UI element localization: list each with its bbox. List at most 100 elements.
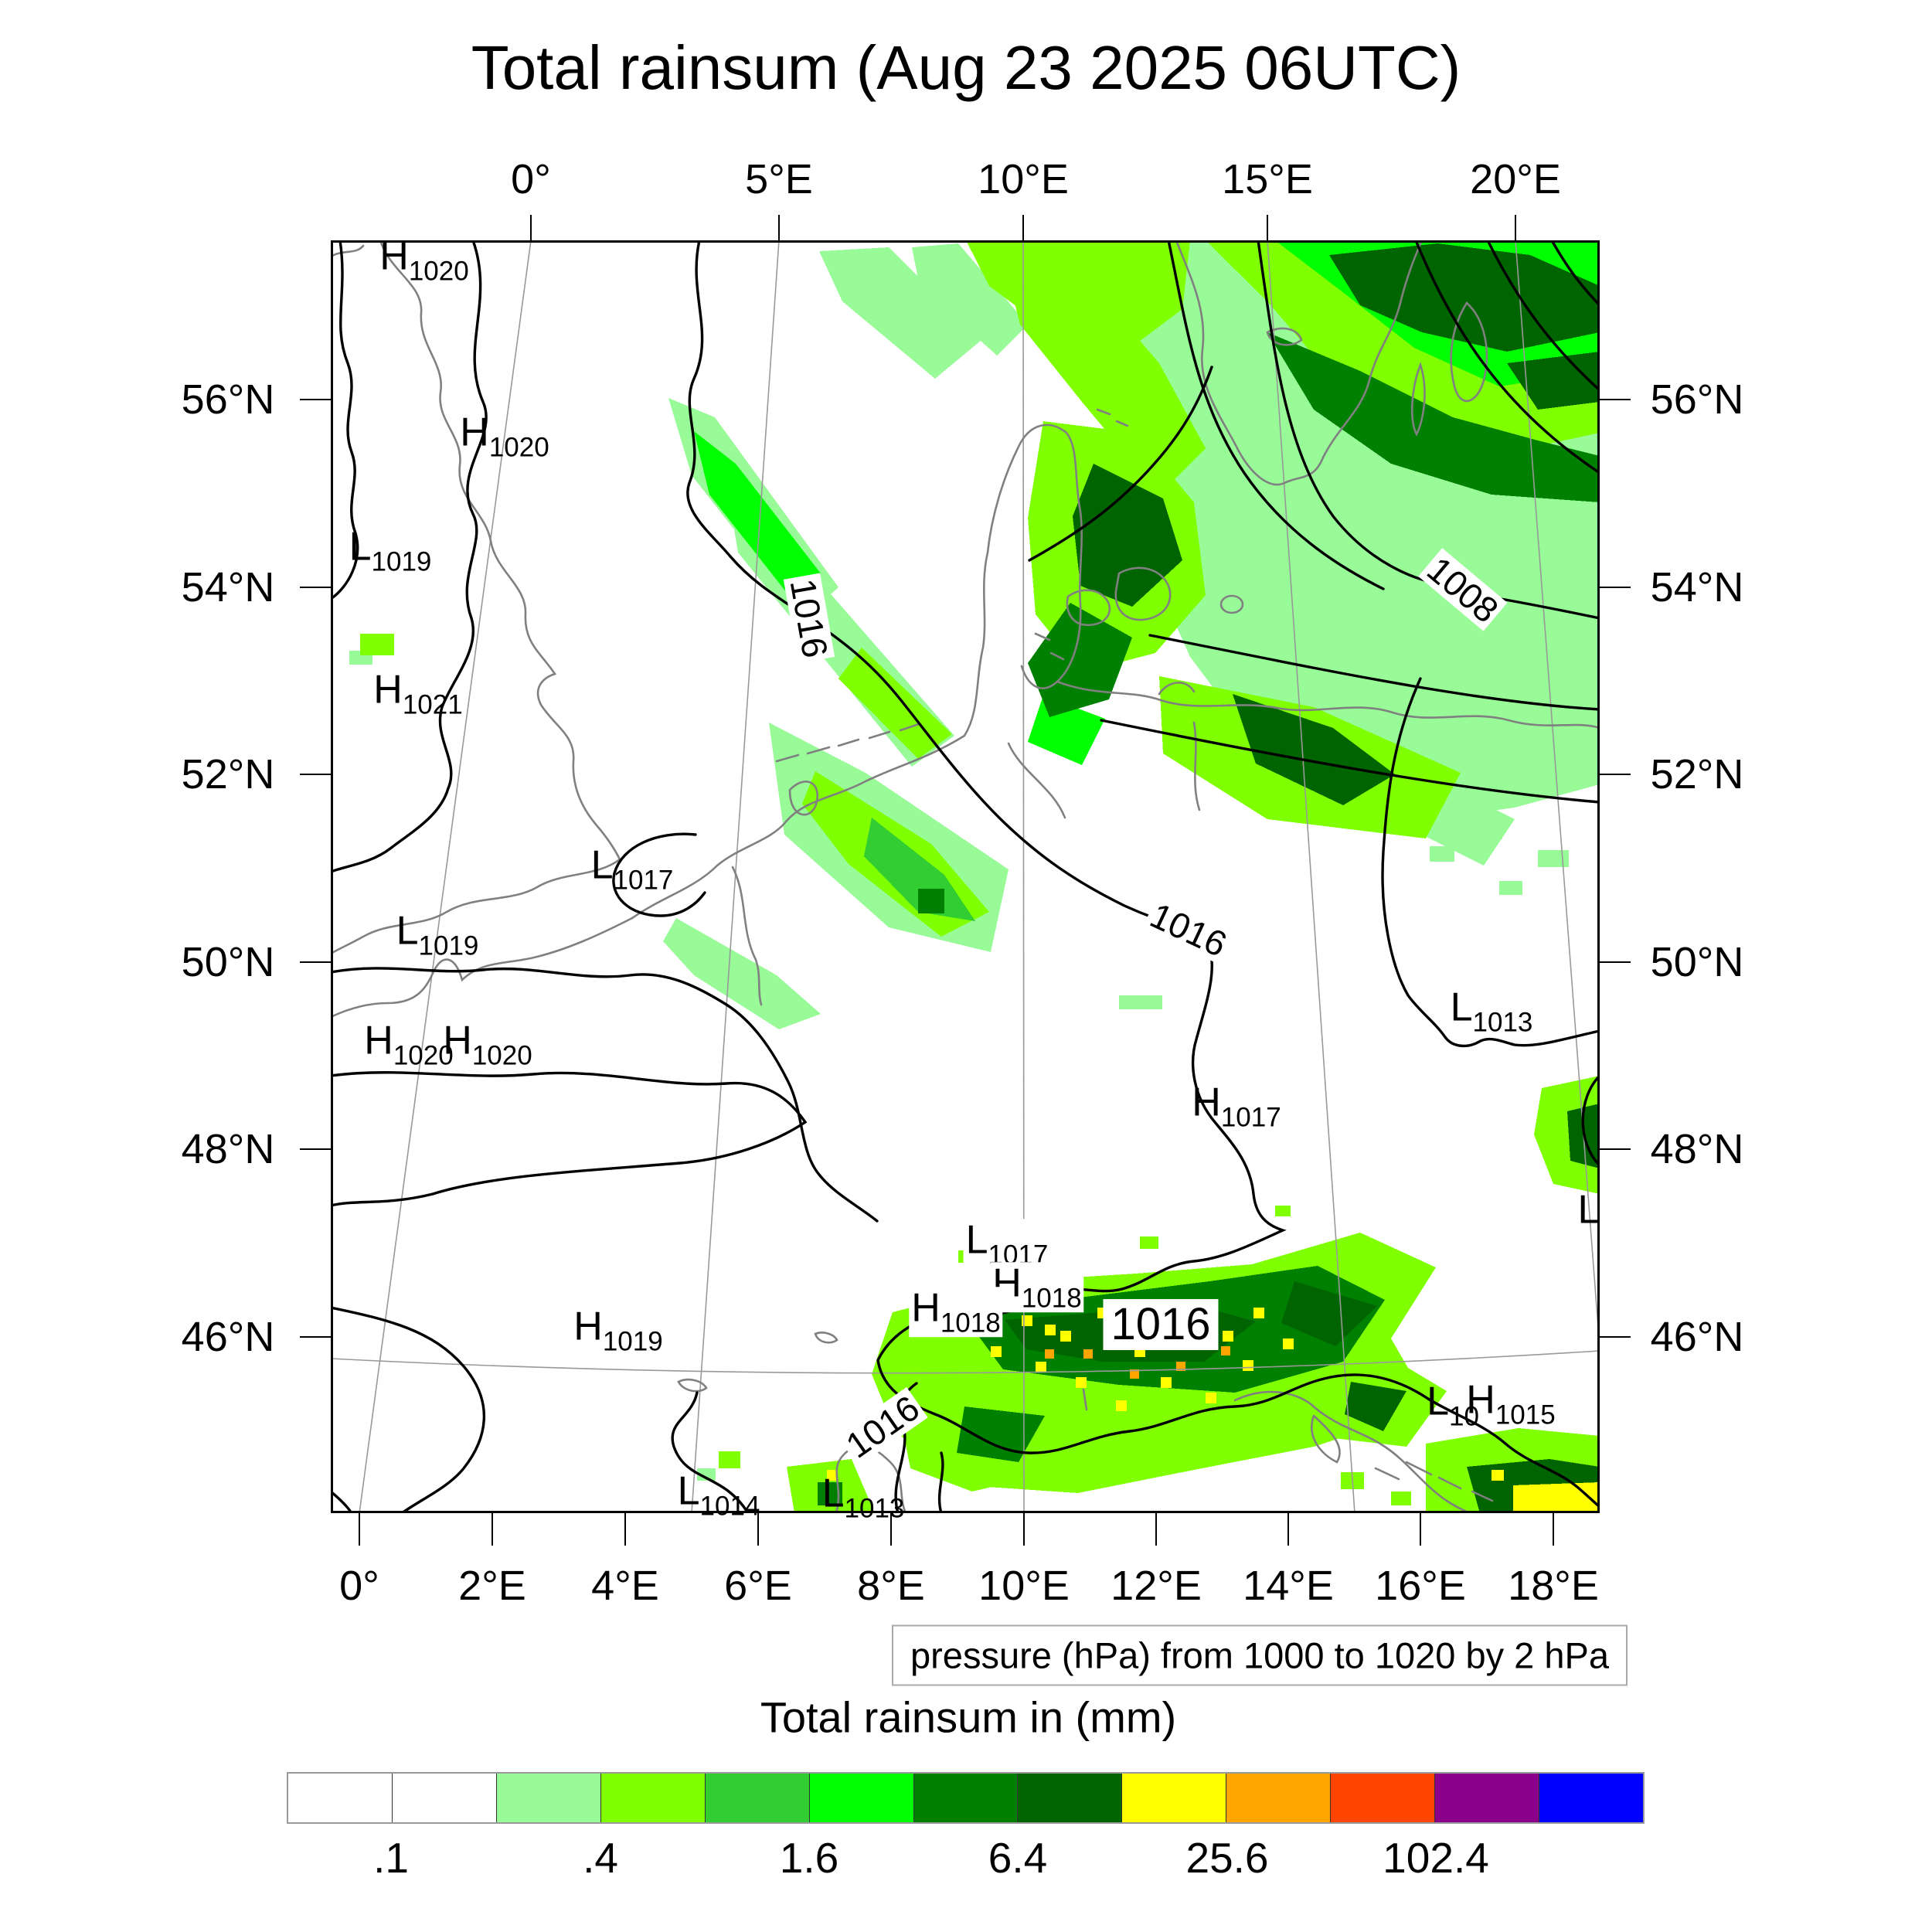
bottom-tick — [359, 1513, 360, 1546]
rain-pixel — [1045, 1325, 1056, 1335]
rain-pixel — [1083, 1349, 1093, 1359]
legend-value-label: 6.4 — [988, 1834, 1048, 1882]
rain-area — [1028, 696, 1105, 765]
right-tick — [1600, 961, 1631, 963]
bottom-tick — [1553, 1513, 1554, 1546]
coastline — [1007, 742, 1066, 819]
coastline — [1450, 301, 1488, 403]
rain-area — [1513, 1482, 1600, 1513]
top-tick — [1267, 215, 1268, 240]
coastline — [331, 244, 365, 258]
bottom-axis-label: 16°E — [1375, 1563, 1466, 1609]
graticule-line — [331, 1350, 1600, 1374]
left-axis-label: 52°N — [181, 751, 275, 798]
right-axis-label: 54°N — [1650, 564, 1744, 611]
rain-pixel — [1538, 850, 1569, 867]
graticule-line — [1515, 240, 1600, 1349]
colorbar-cell — [1434, 1774, 1539, 1822]
isobar-contour — [1148, 634, 1600, 711]
rain-pixel — [1499, 881, 1522, 895]
rain-pixel — [1253, 1308, 1264, 1318]
colorbar-cell — [704, 1774, 809, 1822]
colorbar-cell — [495, 1774, 600, 1822]
map-frame — [331, 240, 1600, 1513]
isobar-contour — [612, 832, 706, 917]
top-tick — [530, 215, 532, 240]
isobar-contour — [1486, 240, 1600, 392]
isobar-contour — [1381, 677, 1600, 1048]
coastline — [1066, 589, 1111, 627]
colorbar-cell — [913, 1774, 1018, 1822]
bottom-tick — [1023, 1513, 1025, 1546]
rain-pixel — [360, 634, 394, 655]
left-axis-label: 56°N — [181, 376, 275, 423]
top-axis-label: 5°E — [745, 156, 813, 202]
rain-area — [1267, 332, 1600, 502]
rain-pixel — [1221, 1346, 1230, 1355]
isobar-contour — [1167, 240, 1385, 590]
left-axis-label: 48°N — [181, 1126, 275, 1172]
rain-area — [957, 1406, 1045, 1462]
graticule-line — [359, 240, 532, 1513]
bottom-axis-label: 12°E — [1111, 1563, 1202, 1609]
legend-value-label: 1.6 — [779, 1834, 839, 1882]
isobar-contour — [671, 1391, 750, 1513]
top-tick — [1022, 215, 1024, 240]
rain-pixel — [1206, 1393, 1216, 1403]
bottom-axis-label: 0° — [339, 1563, 379, 1609]
top-axis-label: 20°E — [1470, 156, 1561, 202]
top-axis-label: 0° — [511, 156, 551, 202]
top-tick — [1515, 215, 1516, 240]
isobar-contour — [876, 940, 1600, 1509]
rain-pixel — [697, 1468, 716, 1481]
colorbar-cell — [1121, 1774, 1226, 1822]
graticule-line — [691, 240, 780, 1513]
legend-value-label: 102.4 — [1383, 1834, 1489, 1882]
left-tick — [300, 961, 331, 963]
graticule-line — [1267, 240, 1355, 1513]
bottom-axis-label: 4°E — [591, 1563, 659, 1609]
coastline — [1233, 1390, 1471, 1513]
coastline — [1175, 240, 1423, 486]
rain-pixel — [1430, 846, 1454, 862]
rain-area — [1028, 603, 1132, 717]
rain-pixel — [1060, 1331, 1071, 1342]
rain-pixel — [1140, 1236, 1158, 1249]
left-axis-label: 54°N — [181, 564, 275, 611]
coastline — [1374, 1461, 1494, 1502]
isobar-contour — [1414, 240, 1600, 474]
coastline — [331, 240, 621, 955]
left-tick — [300, 1148, 331, 1150]
left-tick — [300, 1336, 331, 1338]
isobar-contour — [331, 240, 488, 873]
isobar-contour — [1550, 240, 1600, 307]
coastline — [1082, 1388, 1088, 1411]
left-tick — [300, 399, 331, 400]
rain-pixel — [1076, 1377, 1087, 1388]
legend-value-label: .1 — [373, 1834, 409, 1882]
isobar-contour — [331, 967, 879, 1223]
bottom-tick — [1287, 1513, 1289, 1546]
coastline — [1056, 680, 1600, 730]
isobar-contour — [1581, 1074, 1600, 1167]
rain-area — [663, 918, 821, 1029]
coastline — [331, 917, 634, 1019]
colorbar-cell — [600, 1774, 705, 1822]
rain-area — [1345, 1382, 1406, 1431]
rain-pixel — [1176, 1362, 1185, 1371]
isobar-contour — [1028, 366, 1213, 562]
rain-area — [819, 247, 981, 379]
isobar-contour — [331, 1071, 808, 1207]
rain-pixel — [991, 1346, 1002, 1357]
isobar-contour — [331, 1306, 486, 1513]
bottom-axis-label: 6°E — [724, 1563, 792, 1609]
bottom-axis-label: 10°E — [978, 1563, 1070, 1609]
right-axis-label: 46°N — [1650, 1314, 1744, 1360]
coastline — [1410, 362, 1426, 437]
right-tick — [1600, 774, 1631, 775]
rain-area — [864, 818, 975, 921]
colorbar-cell — [808, 1774, 913, 1822]
right-axis-label: 48°N — [1650, 1126, 1744, 1172]
rain-pixel — [1275, 1206, 1291, 1216]
